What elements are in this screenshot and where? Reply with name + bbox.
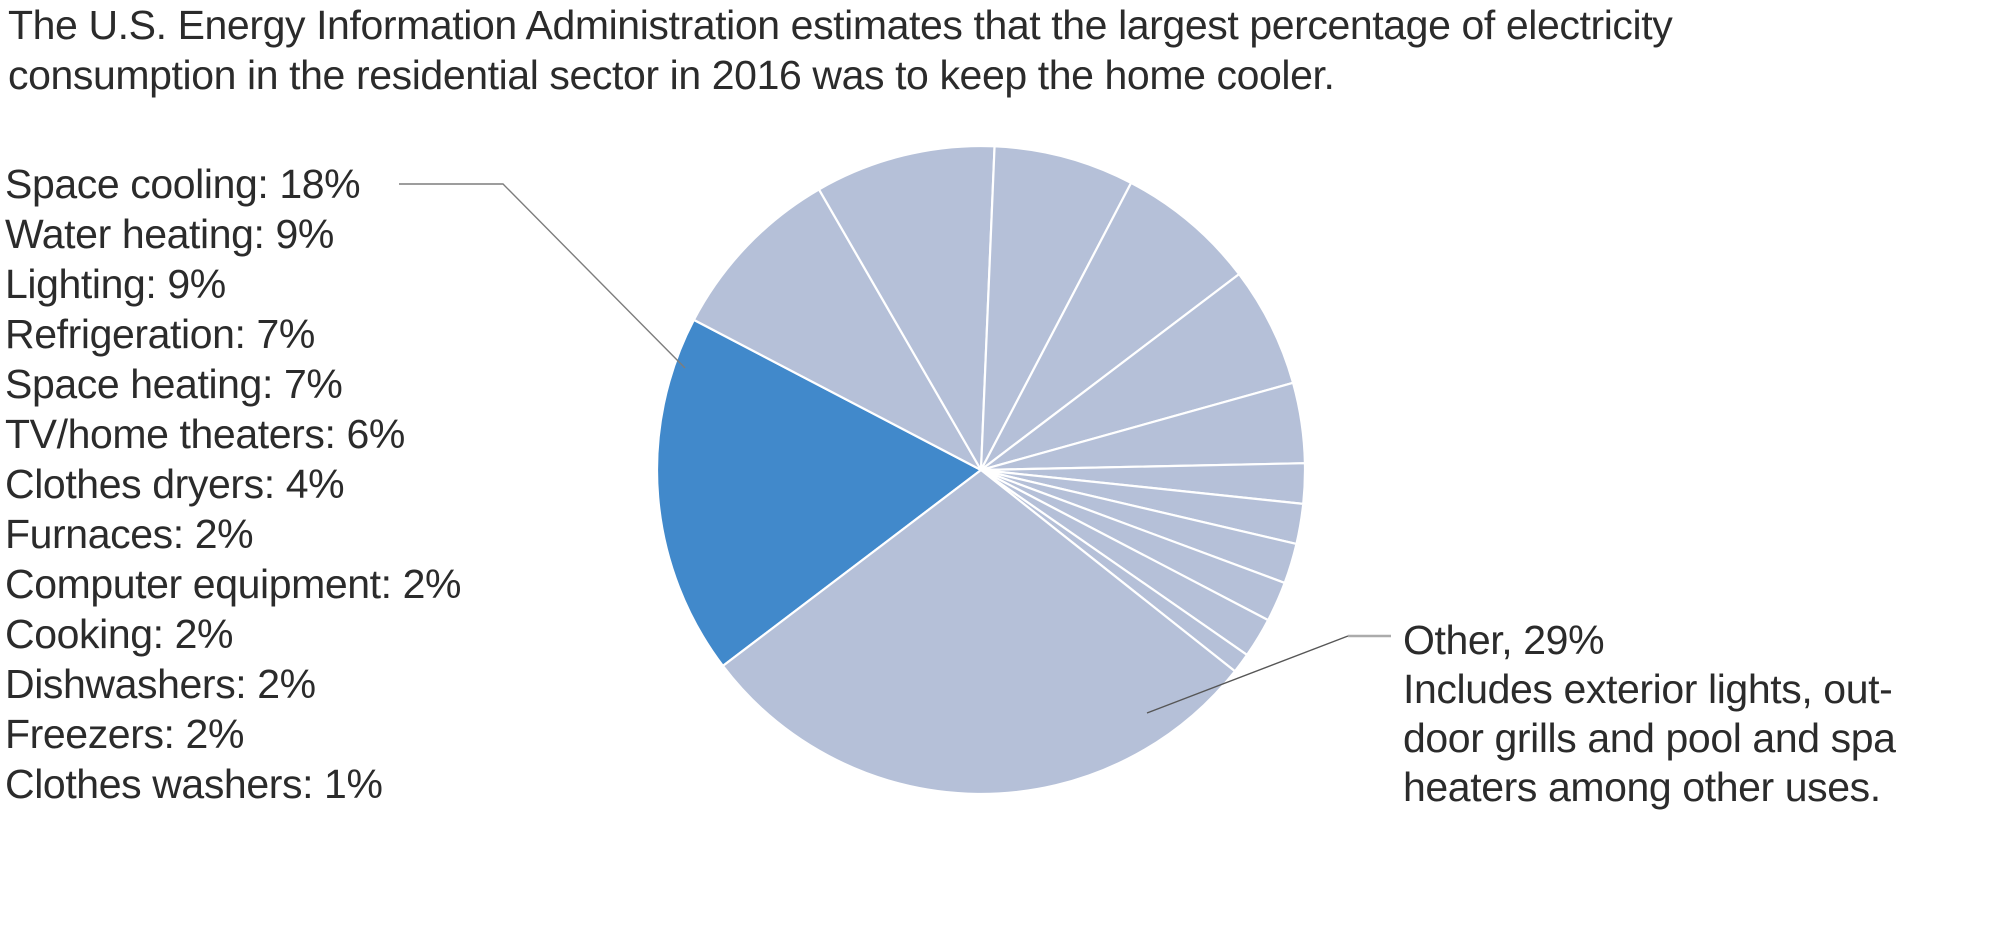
pie-slices <box>655 144 1307 796</box>
legend-item-clothes-dryers: Clothes dryers: 4% <box>5 461 345 507</box>
pie-slice-space-cooling <box>655 318 983 667</box>
other-annotation-line-3: door grills and pool and spa <box>1403 715 1896 761</box>
other-annotation-line-4: heaters among other uses. <box>1403 764 1881 810</box>
legend-item-water-heating: Water heating: 9% <box>5 211 334 257</box>
legend-item-cooking: Cooking: 2% <box>5 611 234 657</box>
legend-item-space-cooling: Space cooling: 18% <box>5 161 361 207</box>
legend-item-tv-home-theaters: TV/home theaters: 6% <box>5 411 405 457</box>
pie-slice-refrigeration <box>979 145 1133 472</box>
legend-item-computer-equipment: Computer equipment: 2% <box>5 561 462 607</box>
legend-item-refrigeration: Refrigeration: 7% <box>5 311 315 357</box>
legend-item-furnaces: Furnaces: 2% <box>5 511 254 557</box>
pie-slice-tv-home-theaters <box>979 273 1295 472</box>
pie-slice-space-heating <box>979 181 1241 472</box>
pie-slice-water-heating <box>692 188 983 472</box>
legend-item-lighting: Lighting: 9% <box>5 261 226 307</box>
other-annotation: Other, 29% Includes exterior lights, out… <box>1403 616 1896 812</box>
chart-title-line-1: The U.S. Energy Information Administrati… <box>8 2 1673 48</box>
pie-slice-other <box>721 468 1237 796</box>
chart-title: The U.S. Energy Information Administrati… <box>8 0 1673 100</box>
chart-title-line-2: consumption in the residential sector in… <box>8 52 1335 98</box>
leader-line-space-cooling <box>399 183 686 369</box>
legend-item-space-heating: Space heating: 7% <box>5 361 343 407</box>
other-annotation-line-1: Other, 29% <box>1403 617 1605 663</box>
legend: Space cooling: 18% Water heating: 9% Light… <box>5 159 462 809</box>
leader-line-other-diagonal <box>1146 635 1349 714</box>
legend-item-clothes-washers: Clothes washers: 1% <box>5 761 383 807</box>
legend-item-dishwashers: Dishwashers: 2% <box>5 661 316 707</box>
legend-item-freezers: Freezers: 2% <box>5 711 244 757</box>
other-annotation-line-2: Includes exterior lights, out- <box>1403 666 1893 712</box>
pie-slice-lighting <box>817 144 996 472</box>
